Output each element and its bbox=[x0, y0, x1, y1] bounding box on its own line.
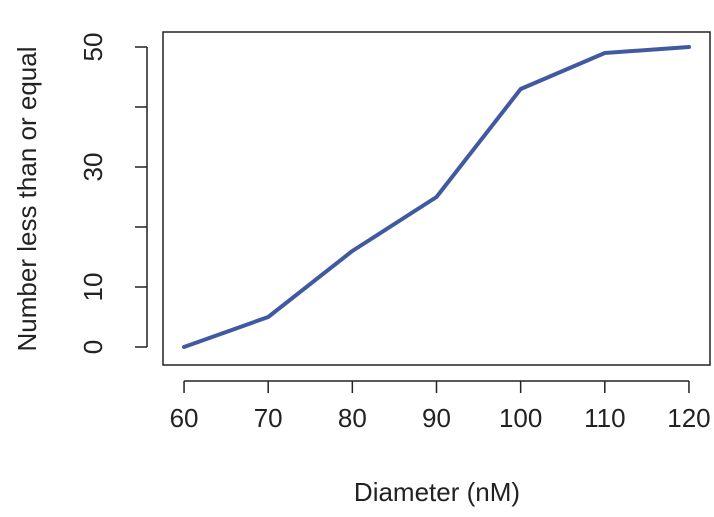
y-tick-label: 0 bbox=[78, 340, 108, 354]
x-tick-label: 120 bbox=[667, 403, 710, 433]
x-tick-label: 60 bbox=[170, 403, 199, 433]
plot-frame bbox=[162, 31, 711, 366]
x-tick-label: 80 bbox=[338, 403, 367, 433]
x-tick-label: 100 bbox=[499, 403, 542, 433]
series-line-0 bbox=[182, 45, 691, 349]
x-tick-label: 70 bbox=[254, 403, 283, 433]
x-axis-label: Diameter (nM) bbox=[354, 477, 520, 507]
series-layer bbox=[182, 45, 691, 349]
x-tick-label: 90 bbox=[422, 403, 451, 433]
y-tick-label: 30 bbox=[78, 153, 108, 182]
y-tick-label: 50 bbox=[78, 33, 108, 62]
y-axis-label: Number less than or equal bbox=[12, 47, 42, 352]
y-axis: 0 10 30 50 bbox=[78, 33, 148, 354]
y-tick-label: 10 bbox=[78, 273, 108, 302]
x-tick-label: 110 bbox=[584, 403, 625, 433]
x-axis: 60 70 80 90 100 110 120 bbox=[170, 380, 711, 433]
